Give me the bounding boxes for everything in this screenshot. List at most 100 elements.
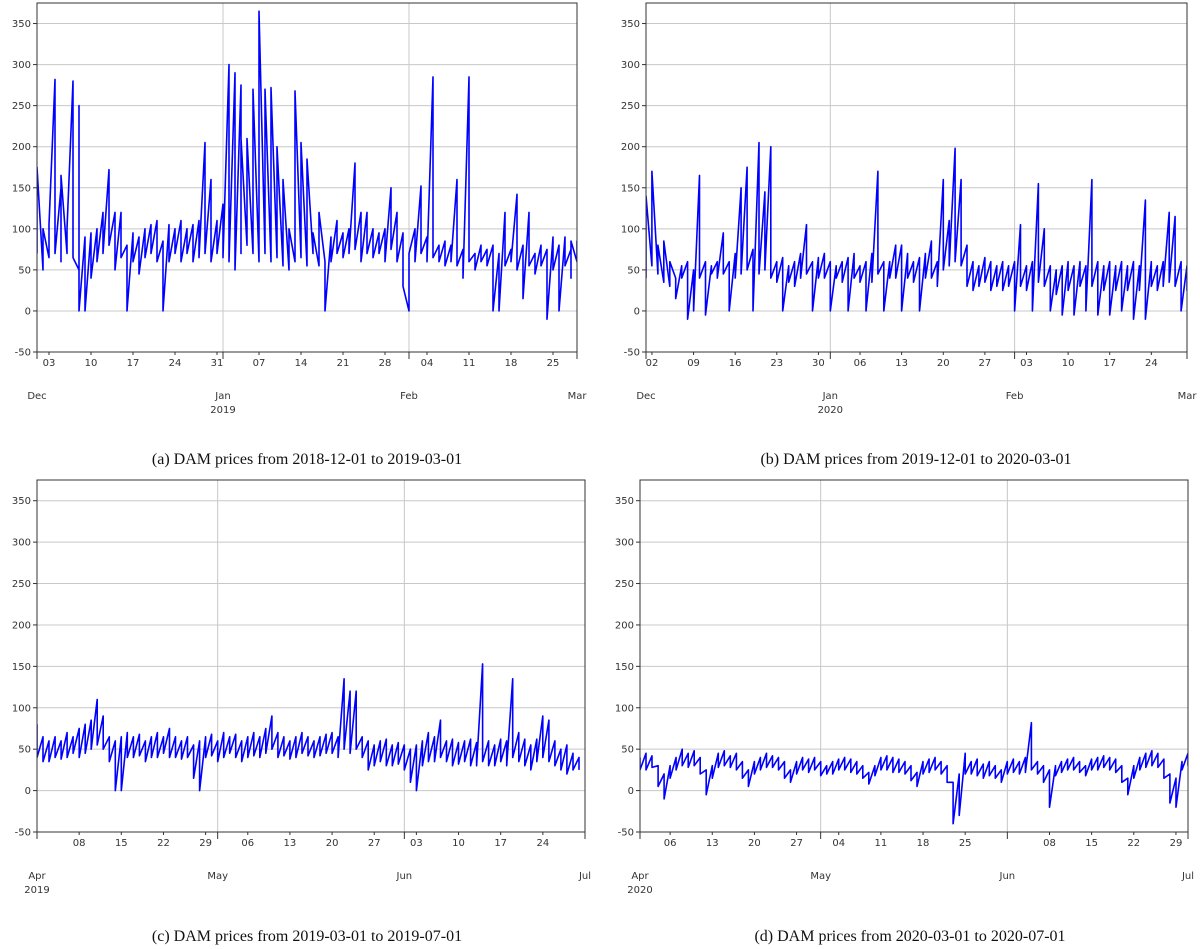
y-tick-label: 100 <box>12 703 31 714</box>
x-axis: 08 15 22 29 06 13 20 27 03 10 17 24 Apr 2019 May Jun Jul <box>24 832 591 896</box>
x-minor-tick-label: 14 <box>295 358 308 369</box>
plot-frame <box>639 479 1189 833</box>
x-major-tick-label: Dec <box>636 391 655 402</box>
y-tick-label: 150 <box>615 662 634 673</box>
chart-panel-c: -50 0 50 100 150 200 250 300 350 08 15 22 29 06 13 20 2… <box>12 479 591 945</box>
y-tick-label: 250 <box>12 101 31 112</box>
y-tick-label: 250 <box>621 101 640 112</box>
x-minor-tick-label: 06 <box>241 838 254 849</box>
x-minor-tick-label: 10 <box>452 838 465 849</box>
x-major-tick-label: Mar <box>568 391 588 402</box>
x-major-tick-label: Jan <box>214 391 230 402</box>
y-tick-label: 200 <box>12 620 31 631</box>
x-minor-tick-label: 20 <box>326 838 339 849</box>
x-minor-tick-label: 03 <box>1020 358 1033 369</box>
y-tick-label: 50 <box>621 745 634 756</box>
x-minor-tick-label: 27 <box>368 838 381 849</box>
y-tick-label: 300 <box>12 60 31 71</box>
x-minor-tick-label: 10 <box>85 358 98 369</box>
x-minor-tick-label: 27 <box>790 838 803 849</box>
x-minor-tick-label: 17 <box>1103 358 1116 369</box>
x-minor-tick-label: 07 <box>253 358 266 369</box>
x-year-label: 2019 <box>210 405 235 416</box>
x-major-tick-label: Apr <box>28 871 46 882</box>
y-tick-label: 150 <box>621 183 640 194</box>
price-line <box>640 721 1188 825</box>
y-axis: -50 0 50 100 150 200 250 300 350 <box>12 496 37 839</box>
x-minor-tick-label: 30 <box>812 358 825 369</box>
x-minor-tick-label: 22 <box>157 838 170 849</box>
x-minor-tick-label: 13 <box>895 358 908 369</box>
y-tick-label: 350 <box>12 19 31 30</box>
x-minor-tick-label: 13 <box>284 838 297 849</box>
x-minor-tick-label: 29 <box>1170 838 1183 849</box>
chart-panel-a: -50 0 50 100 150 200 250 300 350 03 10 17 24 31 07 14 2… <box>12 2 587 468</box>
y-tick-label: 300 <box>615 538 634 549</box>
y-tick-label: 50 <box>18 265 31 276</box>
x-minor-tick-label: 24 <box>536 838 549 849</box>
x-minor-tick-label: 18 <box>505 358 518 369</box>
y-tick-label: 250 <box>615 579 634 590</box>
y-tick-label: 0 <box>634 306 640 317</box>
panel-caption: (a) DAM prices from 2018-12-01 to 2019-0… <box>152 451 462 468</box>
x-minor-tick-label: 09 <box>687 358 700 369</box>
y-tick-label: 200 <box>615 620 634 631</box>
x-minor-tick-label: 11 <box>463 358 476 369</box>
y-tick-label: 250 <box>12 579 31 590</box>
x-minor-tick-label: 03 <box>43 358 56 369</box>
y-tick-label: 350 <box>621 19 640 30</box>
y-tick-label: -50 <box>15 348 31 359</box>
chart-panel-d: -50 0 50 100 150 200 250 300 350 06 13 20 27 04 11 18 2… <box>615 479 1194 945</box>
price-series <box>640 721 1188 825</box>
x-minor-tick-label: 06 <box>664 838 677 849</box>
x-minor-tick-label: 08 <box>73 838 86 849</box>
x-minor-tick-label: 15 <box>1085 838 1098 849</box>
price-line <box>37 10 577 321</box>
x-minor-tick-label: 28 <box>379 358 392 369</box>
gridlines <box>36 480 586 833</box>
x-major-tick-label: Jul <box>1181 871 1194 882</box>
y-tick-label: 50 <box>627 265 640 276</box>
gridlines <box>645 3 1188 353</box>
x-major-tick-label: Feb <box>1006 391 1024 402</box>
panel-caption: (b) DAM prices from 2019-12-01 to 2020-0… <box>760 451 1071 468</box>
y-tick-label: 150 <box>12 183 31 194</box>
y-tick-label: 350 <box>12 496 31 507</box>
x-minor-tick-label: 25 <box>547 358 560 369</box>
x-minor-tick-label: 06 <box>854 358 867 369</box>
x-minor-tick-label: 21 <box>337 358 350 369</box>
x-minor-tick-label: 11 <box>875 838 888 849</box>
x-major-tick-label: Mar <box>1178 391 1198 402</box>
gridlines <box>639 480 1189 833</box>
x-minor-tick-label: 02 <box>646 358 659 369</box>
price-series <box>37 663 580 792</box>
y-tick-label: 350 <box>615 496 634 507</box>
y-tick-label: 50 <box>18 745 31 756</box>
x-minor-tick-label: 17 <box>494 838 507 849</box>
x-minor-tick-label: 15 <box>115 838 128 849</box>
x-major-tick-label: May <box>207 871 228 882</box>
y-axis: -50 0 50 100 150 200 250 300 350 <box>615 496 640 839</box>
x-major-tick-label: Jun <box>396 871 413 882</box>
x-major-tick-label: Jul <box>578 871 591 882</box>
x-minor-tick-label: 20 <box>748 838 761 849</box>
x-minor-tick-label: 13 <box>706 838 719 849</box>
x-axis: 03 10 17 24 31 07 14 21 28 04 11 18 25 Dec Jan 2019 Feb M… <box>27 352 587 416</box>
plot-frame <box>645 2 1188 353</box>
x-minor-tick-label: 23 <box>770 358 783 369</box>
y-tick-label: -50 <box>618 828 634 839</box>
y-tick-label: -50 <box>15 828 31 839</box>
y-tick-label: 150 <box>12 662 31 673</box>
x-minor-tick-label: 24 <box>1145 358 1158 369</box>
x-minor-tick-label: 04 <box>421 358 434 369</box>
x-minor-tick-label: 20 <box>937 358 950 369</box>
x-major-tick-label: May <box>810 871 831 882</box>
x-minor-tick-label: 18 <box>917 838 930 849</box>
x-year-label: 2019 <box>24 885 49 896</box>
y-axis: -50 0 50 100 150 200 250 300 350 <box>12 19 37 359</box>
x-minor-tick-label: 24 <box>169 358 182 369</box>
y-tick-label: 100 <box>12 224 31 235</box>
panel-caption: (c) DAM prices from 2019-03-01 to 2019-0… <box>152 928 462 945</box>
y-tick-label: 100 <box>621 224 640 235</box>
